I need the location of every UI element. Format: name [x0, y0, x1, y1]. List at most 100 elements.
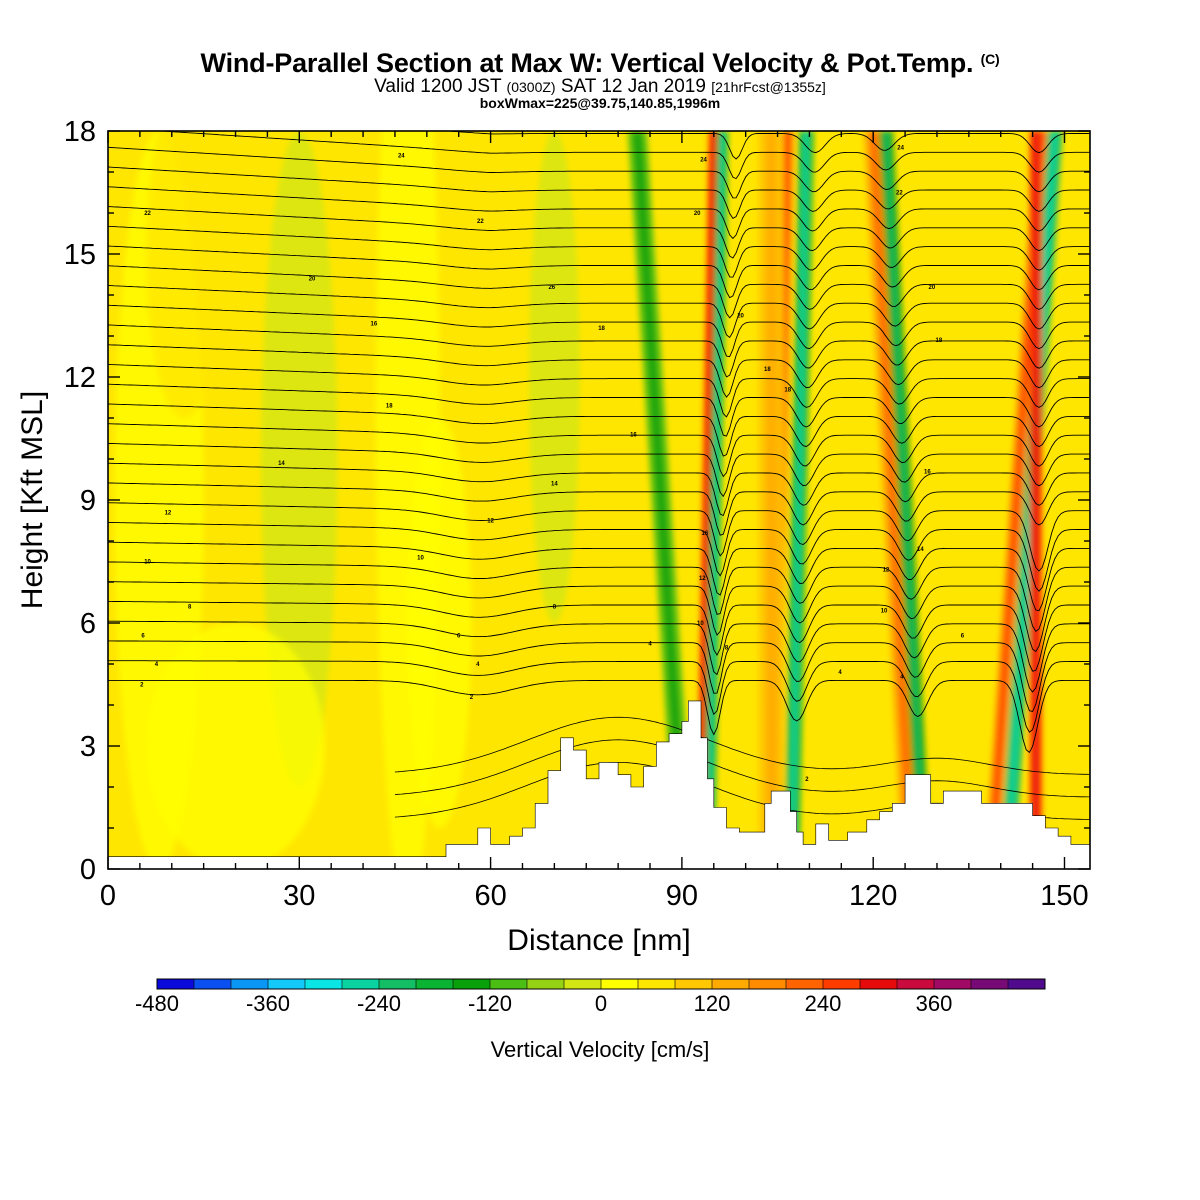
colorbar: -480 -360 -240 -120 0 120 240 360: [135, 978, 1046, 1016]
contour-line: [108, 344, 1090, 398]
contour-label: 8: [188, 605, 192, 611]
velocity-core: [788, 131, 810, 869]
colorbar-title: Vertical Velocity [cm/s]: [491, 1037, 710, 1062]
colorbar-swatch: [157, 979, 195, 989]
contour-line: [108, 521, 1090, 592]
contour-label: 10: [881, 609, 888, 615]
contour-line: [108, 581, 1090, 653]
contour-label: 26: [548, 285, 555, 291]
box-wmax-info: boxWmax=225@39.75,140.85,1996m: [479, 95, 721, 111]
colorbar-swatch: [453, 979, 491, 989]
colorbar-swatch: [1008, 979, 1046, 989]
contour-label: 12: [165, 510, 172, 516]
colorbar-swatch: [897, 979, 935, 989]
contour-label: 14: [551, 482, 558, 488]
potential-temperature-contours: [108, 131, 1090, 820]
contour-line: [108, 443, 1090, 498]
y-axis: 0 3 6 9 12 15 18: [64, 116, 1090, 886]
contour-line: [108, 166, 1090, 220]
y-tick-label: 18: [64, 116, 96, 148]
contour-label: 24: [897, 145, 904, 151]
colorbar-swatch: [379, 979, 417, 989]
contour-label: 6: [457, 633, 461, 639]
colorbar-tick-label: -120: [468, 991, 512, 1016]
y-tick-label: 9: [80, 485, 96, 517]
colorbar-tick-label: 240: [805, 991, 842, 1016]
contour-label: 18: [386, 404, 393, 410]
title-block: Wind-Parallel Section at Max W: Vertical…: [0, 44, 1200, 110]
contour-label: 2: [805, 777, 809, 783]
x-tick-label: 0: [100, 880, 116, 912]
x-tick-label: 150: [1040, 880, 1088, 912]
colorbar-tick-label: 0: [595, 991, 607, 1016]
colorbar-tick-label: 360: [916, 991, 953, 1016]
velocity-core: [632, 131, 690, 869]
contour-label: 24: [700, 158, 707, 164]
contour-line: [108, 640, 1090, 713]
contour-label: 18: [764, 367, 771, 373]
colorbar-swatch: [416, 979, 454, 989]
contour-line: [108, 364, 1090, 418]
contour-line: [108, 324, 1090, 378]
y-tick-label: 6: [80, 608, 96, 640]
contour-label: 6: [961, 633, 965, 639]
y-tick-label: 3: [80, 731, 96, 763]
velocity-core: [868, 131, 916, 869]
contour-line: [108, 383, 1090, 437]
contour-line: [108, 146, 1090, 199]
contour-label: 20: [309, 277, 316, 283]
plot-area: 2468101214161820222422261816141210864242…: [108, 131, 1090, 869]
contour-label: 4: [838, 670, 842, 676]
contour-line: [108, 541, 1090, 612]
contour-label: 18: [784, 387, 791, 393]
y-tick-label: 12: [64, 362, 96, 394]
velocity-zone: [146, 623, 325, 869]
colorbar-swatch: [934, 979, 972, 989]
chart-title-text: Wind-Parallel Section at Max W: Vertical…: [200, 48, 974, 78]
contour-line: [108, 403, 1090, 457]
contour-label: 12: [699, 576, 706, 582]
colorbar-tick-label: -360: [246, 991, 290, 1016]
contour-line: [108, 502, 1090, 572]
colorbar-swatch: [490, 979, 528, 989]
x-tick-label: 30: [283, 880, 315, 912]
valid-time: Valid 1200 JST: [374, 76, 502, 97]
contour-label: 14: [278, 461, 285, 467]
contour-line: [108, 462, 1090, 517]
contour-label: 22: [896, 191, 903, 197]
contour-line: [108, 423, 1090, 478]
contour-label: 12: [883, 568, 890, 574]
contour-label: 16: [924, 469, 931, 475]
contour-line: [108, 265, 1090, 319]
velocity-bands: [627, 131, 1063, 869]
contour-label: 8: [725, 646, 729, 652]
contour-label: 18: [598, 326, 605, 332]
y-axis-title: Height [Kft MSL]: [16, 391, 49, 609]
contour-line: [108, 206, 1090, 259]
x-tick-label: 60: [474, 880, 506, 912]
y-tick-label: 0: [80, 854, 96, 886]
contour-line: [108, 186, 1090, 240]
contour-label: 16: [702, 531, 709, 537]
contour-label: 6: [141, 633, 145, 639]
contour-line: [108, 245, 1090, 299]
contour-label: 8: [553, 605, 557, 611]
contour-line: [108, 679, 1090, 754]
colorbar-swatch: [194, 979, 232, 989]
contour-labels: 2468101214161820222422261816141210864242…: [140, 145, 965, 782]
velocity-core: [698, 131, 717, 869]
contour-label: 10: [144, 560, 151, 566]
forecast-info: [21hrFcst@1355z]: [711, 79, 826, 95]
contour-label: 2: [470, 695, 474, 701]
contour-line: [108, 304, 1090, 358]
colorbar-swatch: [638, 979, 676, 989]
contour-label: 10: [697, 621, 704, 627]
velocity-core: [882, 131, 928, 869]
contour-label: 20: [929, 285, 936, 291]
contour-label: 10: [417, 555, 424, 561]
colorbar-swatch: [860, 979, 898, 989]
contour-label: 4: [900, 674, 904, 680]
contour-line: [108, 561, 1090, 633]
copyright-mark: (C): [980, 51, 1000, 67]
